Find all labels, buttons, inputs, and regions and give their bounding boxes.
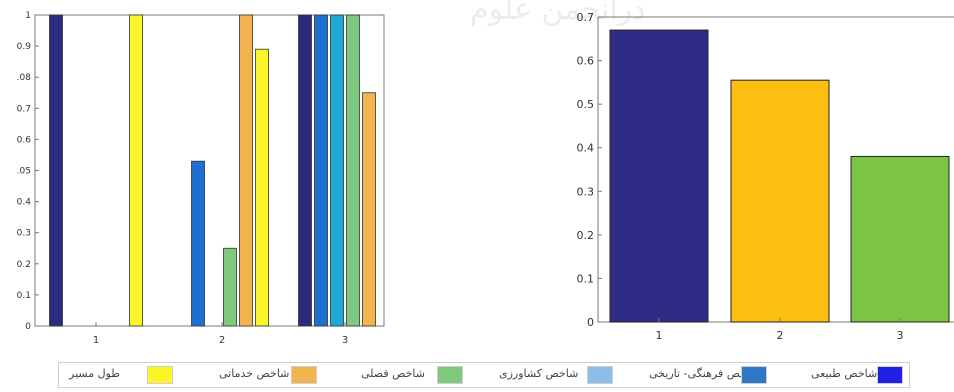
left-bar bbox=[330, 14, 344, 327]
right-bar bbox=[850, 155, 950, 323]
right-bar bbox=[730, 79, 830, 323]
legend-item-label: شاخص طبیعی bbox=[811, 367, 878, 380]
left-y-tick-label: 0.6 bbox=[17, 135, 32, 145]
left-y-tick-label: .05 bbox=[17, 167, 31, 177]
legend-item-swatch bbox=[147, 366, 173, 384]
left-bar bbox=[191, 160, 205, 327]
right-x-tick-label: 3 bbox=[897, 329, 904, 342]
legend-item: شاخص کشاورزی bbox=[59, 363, 909, 387]
right-y-tick-label: 0.6 bbox=[577, 55, 595, 68]
right-y-tick-label: 0.7 bbox=[577, 11, 595, 24]
legend: طول مسیر شاخص خدماتی شاخص فصلی شاخص کشاورزی… bbox=[58, 362, 910, 388]
right-x-tick-label: 2 bbox=[777, 329, 784, 342]
chart-right-scores-bars: 0 0.1 0.2 0.3 0.4 0.5 0.6 0.7 1 2 3 bbox=[577, 11, 954, 342]
left-y-tick-label: 0.2 bbox=[17, 260, 31, 270]
left-bar bbox=[239, 14, 253, 327]
legend-item: شاخص طبیعی bbox=[59, 363, 909, 387]
legend-item-swatch bbox=[437, 366, 463, 384]
right-y-tick-label: 0.2 bbox=[577, 229, 595, 242]
right-x-tick-label: 1 bbox=[656, 329, 663, 342]
right-y-tick-label: 0.5 bbox=[577, 98, 595, 111]
legend-item: شاخص خدماتی bbox=[59, 363, 909, 387]
right-y-tick-label: 0.1 bbox=[577, 272, 595, 285]
left-y-tick-label: .08 bbox=[17, 73, 32, 83]
left-bar bbox=[255, 48, 269, 327]
left-y-tick-label: 0.3 bbox=[17, 229, 31, 239]
legend-item-label: شاخص کشاورزی bbox=[499, 367, 579, 380]
left-bar bbox=[298, 14, 312, 327]
right-y-tick-label: 0.3 bbox=[577, 185, 595, 198]
left-y-tick-label: 0.1 bbox=[17, 291, 31, 301]
right-y-tick-label: 0.4 bbox=[577, 142, 595, 155]
left-bar bbox=[314, 14, 328, 327]
legend-item-swatch bbox=[741, 366, 767, 384]
left-y-tick-label: 0.4 bbox=[17, 198, 32, 208]
left-y-tick-label: 1 bbox=[25, 11, 31, 21]
legend-item-label: شاخص فصلی bbox=[361, 367, 425, 380]
left-bar bbox=[223, 247, 237, 327]
left-y-tick-label: 0 bbox=[25, 322, 31, 332]
legend-item-swatch bbox=[587, 366, 613, 384]
left-bar bbox=[346, 14, 360, 327]
left-bar bbox=[49, 14, 63, 327]
legend-item: شاخص فرهنگی- تاریخی bbox=[59, 363, 909, 387]
legend-item-label: طول مسیر bbox=[69, 367, 121, 380]
left-x-tick-label: 1 bbox=[93, 335, 99, 346]
left-bar bbox=[129, 14, 143, 327]
legend-item: شاخص فصلی bbox=[59, 363, 909, 387]
right-y-tick-label: 0 bbox=[587, 316, 594, 329]
left-y-tick-label: 0.7 bbox=[17, 104, 31, 114]
left-y-tick-label: 0.9 bbox=[17, 42, 32, 52]
left-x-tick-label: 2 bbox=[219, 335, 225, 346]
right-bar bbox=[609, 29, 709, 323]
left-bar bbox=[362, 92, 376, 327]
legend-item-swatch bbox=[877, 366, 903, 384]
legend-item-swatch bbox=[291, 366, 317, 384]
legend-item-label: شاخص خدماتی bbox=[219, 367, 290, 380]
legend-item: طول مسیر bbox=[59, 363, 909, 387]
chart-left-grouped-bars: 0 0.1 0.2 0.3 0.4 .05 0.6 0.7 .08 0.9 1 1 2 3 bbox=[17, 11, 385, 346]
legend-item-label: شاخص فرهنگی- تاریخی bbox=[649, 367, 760, 380]
left-x-tick-label: 3 bbox=[342, 335, 348, 346]
